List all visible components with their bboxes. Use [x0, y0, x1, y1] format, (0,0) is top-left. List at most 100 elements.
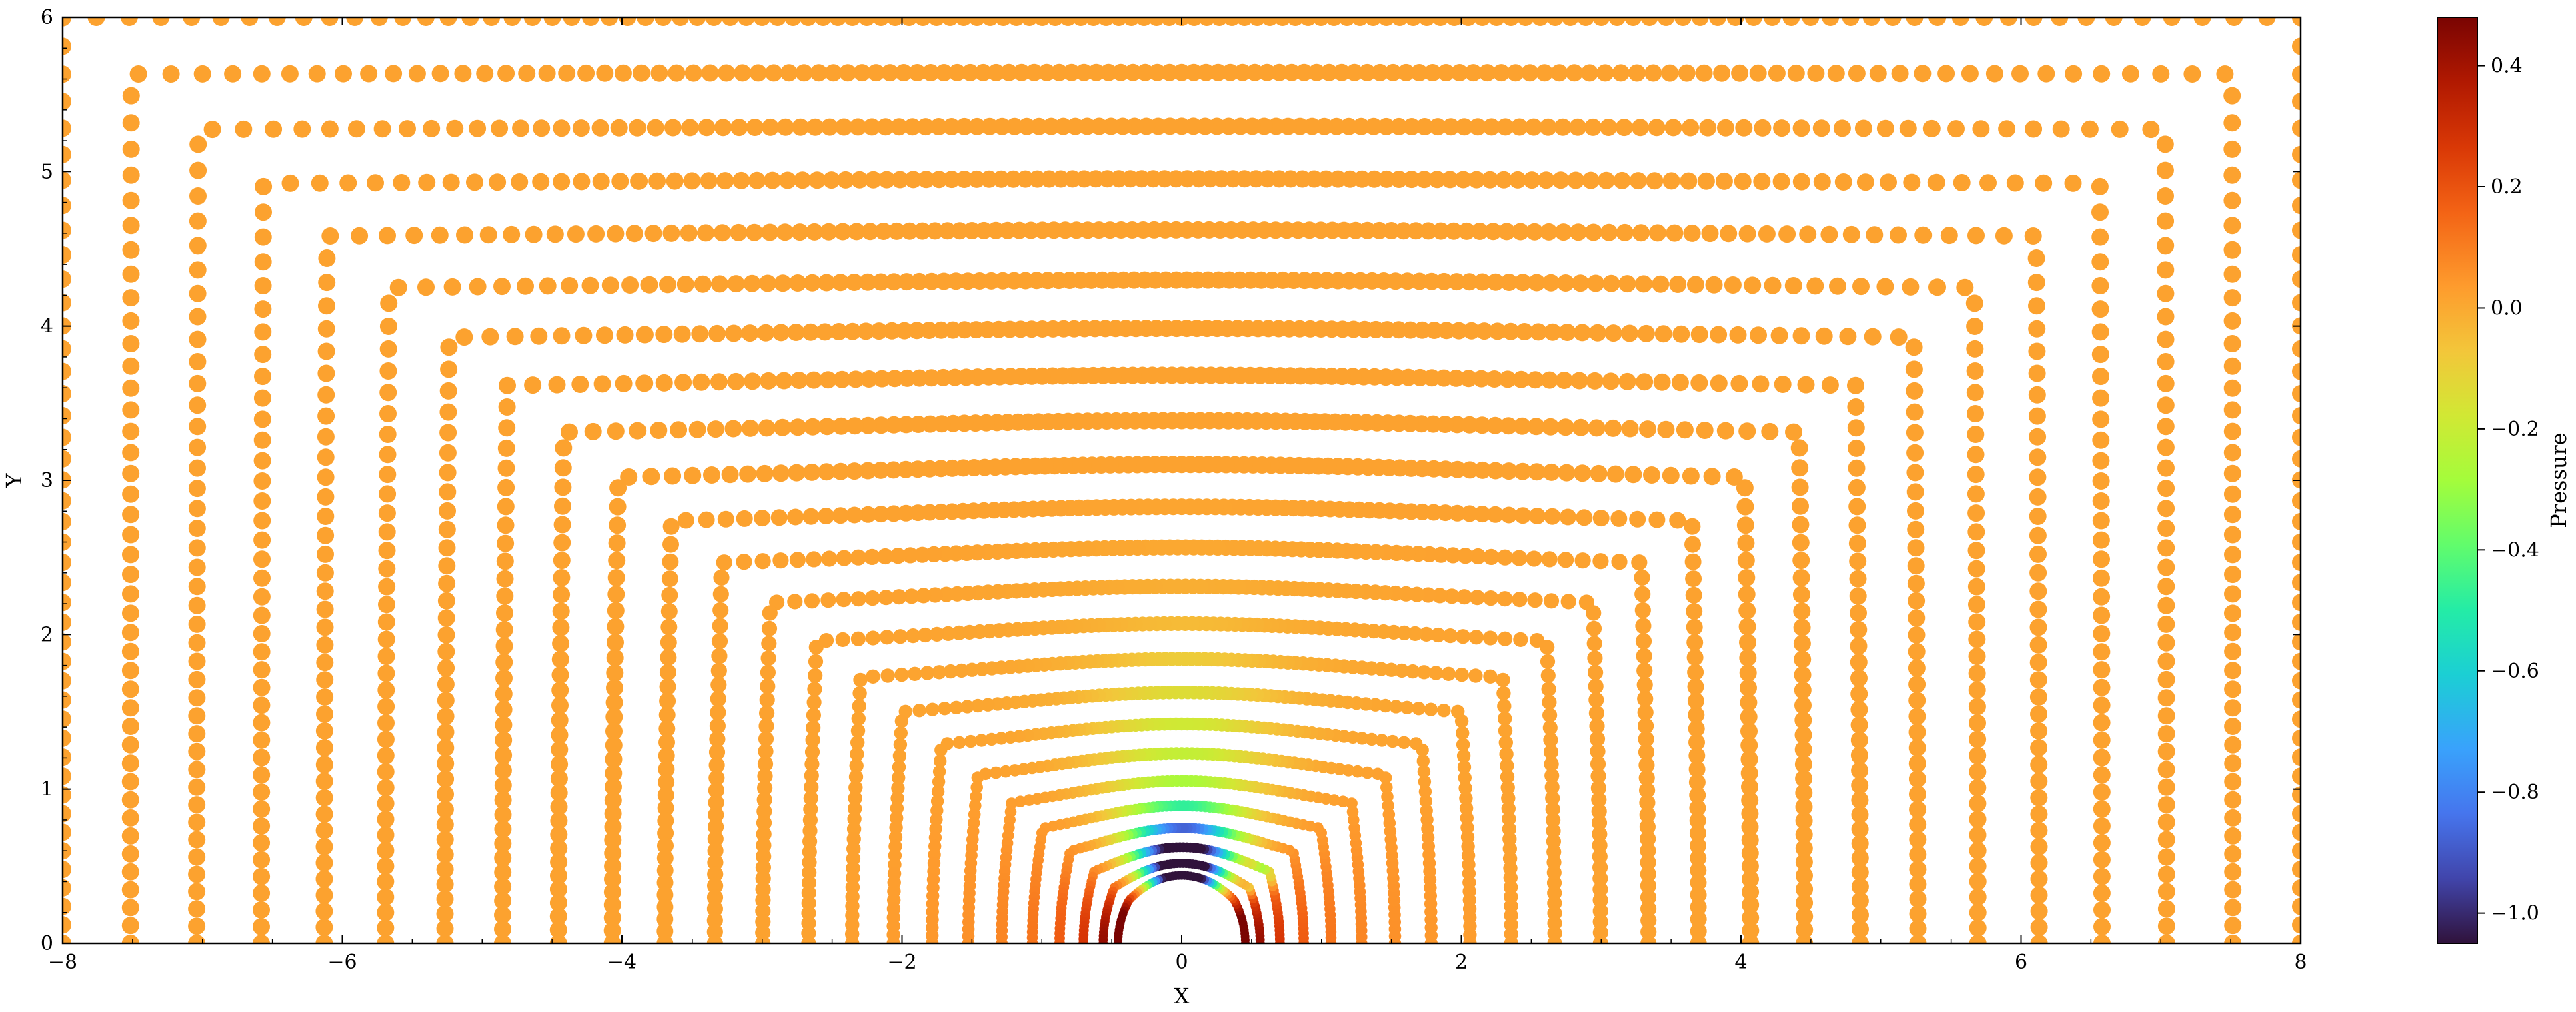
scatter-point: [1592, 849, 1608, 865]
scatter-point: [756, 826, 772, 842]
scatter-point: [1500, 780, 1515, 795]
scatter-point: [1909, 875, 1927, 893]
scatter-point: [1544, 508, 1561, 525]
scatter-point: [315, 739, 333, 757]
scatter-point: [446, 119, 464, 137]
scatter-point: [188, 883, 206, 901]
scatter-point: [941, 17, 959, 26]
scatter-point: [2224, 773, 2242, 791]
scatter-point: [63, 533, 71, 551]
scatter-point: [2224, 680, 2242, 698]
scatter-point: [1435, 369, 1453, 387]
scatter-point: [122, 546, 139, 564]
scatter-point: [1341, 170, 1359, 188]
scatter-point: [2030, 739, 2048, 757]
scatter-point: [379, 405, 397, 422]
scatter-point: [2292, 385, 2301, 402]
scatter-point: [708, 324, 726, 342]
scatter-point: [656, 935, 674, 943]
scatter-point: [711, 648, 728, 664]
scatter-point: [1796, 907, 1814, 925]
scatter-point: [440, 360, 458, 378]
scatter-point: [63, 17, 71, 27]
scatter-point: [1566, 64, 1583, 82]
scatter-point: [1740, 694, 1758, 712]
scatter-point: [2030, 886, 2048, 904]
scatter-point: [932, 321, 950, 339]
scatter-point: [189, 459, 206, 477]
scatter-point: [650, 64, 668, 82]
scatter-point: [494, 863, 512, 881]
scatter-point: [707, 877, 724, 894]
scatter-point: [739, 465, 757, 483]
scatter-point: [1792, 552, 1810, 570]
scatter-point: [757, 780, 773, 796]
scatter-point: [761, 620, 778, 636]
scatter-point: [1455, 118, 1473, 136]
scatter-point: [968, 117, 986, 135]
scatter-point: [1914, 226, 1933, 244]
scatter-point: [1197, 63, 1215, 81]
scatter-point: [1862, 17, 1880, 26]
scatter-point: [1687, 664, 1704, 681]
scatter-point: [377, 730, 395, 748]
scatter-point: [1409, 586, 1425, 602]
scatter-point: [656, 899, 674, 915]
scatter-point: [1985, 65, 2003, 83]
colorbar-label: Pressure: [2546, 432, 2571, 528]
scatter-point: [2157, 480, 2175, 498]
scatter-point: [122, 312, 140, 330]
scatter-point: [754, 553, 771, 570]
scatter-point: [1588, 419, 1606, 437]
scatter-point: [2292, 805, 2301, 823]
scatter-point: [1671, 374, 1689, 392]
scatter-point: [1258, 63, 1276, 81]
scatter-point: [784, 17, 802, 26]
scatter-point: [1640, 866, 1656, 883]
scatter-point: [909, 416, 927, 433]
scatter-point: [657, 837, 674, 854]
scatter-point: [2091, 346, 2109, 364]
scatter-point: [922, 369, 940, 387]
scatter-point: [705, 17, 723, 26]
scatter-point: [315, 902, 333, 920]
scatter-point: [2292, 197, 2301, 215]
scatter-point: [2292, 554, 2301, 572]
scatter-point: [1792, 173, 1810, 191]
scatter-point: [466, 173, 483, 191]
scatter-point: [1450, 64, 1468, 81]
plot-area: [61, 16, 2302, 945]
scatter-point: [1160, 63, 1178, 81]
scatter-point: [1640, 17, 1658, 26]
scatter-point: [1850, 746, 1868, 765]
scatter-point: [253, 766, 271, 784]
scatter-point: [1690, 837, 1706, 854]
scatter-point: [1502, 322, 1520, 340]
scatter-point: [377, 746, 395, 765]
scatter-point: [530, 327, 548, 345]
scatter-point: [859, 416, 877, 434]
scatter-point: [716, 172, 734, 190]
scatter-point: [1792, 586, 1810, 604]
scatter-point: [2157, 917, 2175, 935]
scatter-point: [551, 740, 569, 758]
scatter-point: [316, 618, 334, 636]
scatter-point: [980, 170, 998, 188]
scatter-point: [2292, 861, 2301, 879]
scatter-point: [122, 114, 140, 132]
scatter-point: [437, 739, 455, 757]
scatter-point: [848, 223, 866, 241]
scatter-point: [253, 817, 271, 835]
scatter-point: [1741, 805, 1759, 823]
scatter-point: [789, 274, 807, 292]
scatter-point: [1588, 692, 1604, 708]
scatter-point: [1738, 422, 1756, 440]
scatter-point: [635, 374, 654, 392]
scatter-point: [489, 173, 507, 191]
scatter-point: [1590, 464, 1608, 482]
scatter-point: [1741, 844, 1759, 862]
scatter-point: [1852, 935, 1869, 943]
scatter-point: [253, 834, 271, 852]
scatter-point: [265, 120, 283, 138]
scatter-point: [495, 621, 513, 638]
